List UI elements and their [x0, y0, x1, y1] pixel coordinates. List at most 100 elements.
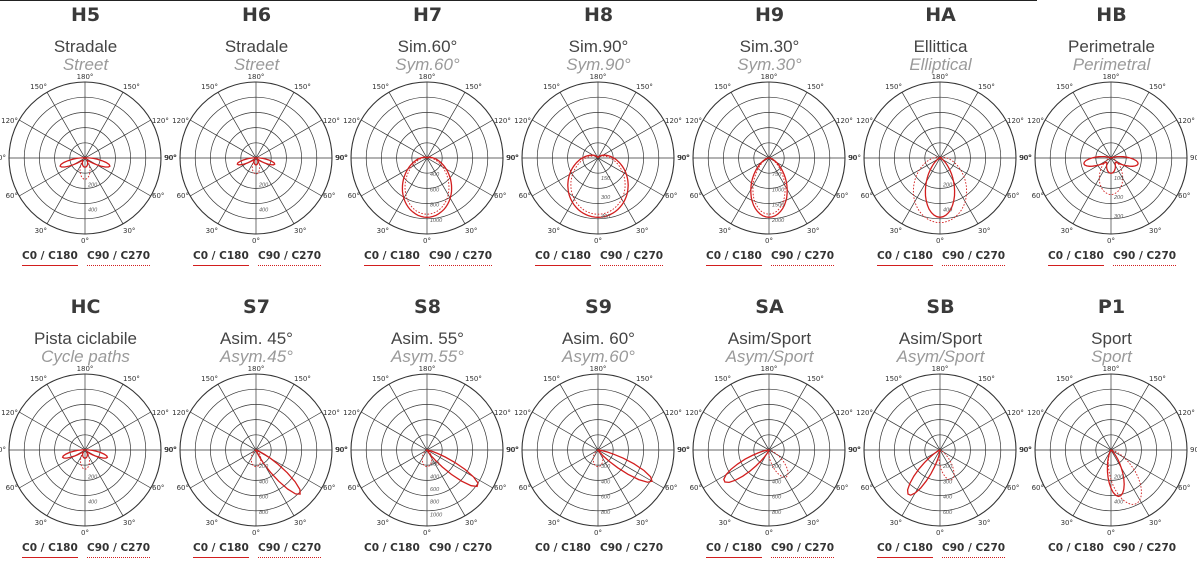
- angle-label: 150°: [1149, 83, 1166, 91]
- angle-label: 60°: [152, 192, 164, 200]
- radial-value-label: 400: [1114, 500, 1124, 506]
- angle-label: 0°: [1107, 529, 1115, 537]
- legend-c90-c270: C90 / C270: [258, 250, 322, 266]
- curve-c0-c180: [924, 157, 956, 218]
- radial-value-label: 100: [1114, 176, 1124, 182]
- angle-label: 0°: [252, 237, 260, 245]
- diagram-title-it: Asim/Sport: [898, 329, 983, 348]
- angle-label: 90°: [164, 446, 176, 454]
- angle-label: 90°: [677, 154, 689, 162]
- angle-label: 30°: [377, 227, 389, 235]
- angle-label: 90°: [507, 446, 519, 454]
- angle-label: 60°: [690, 192, 702, 200]
- diagram-title-en: Asym.55°: [391, 347, 464, 366]
- angle-label: 150°: [885, 83, 902, 91]
- angle-label: 180°: [248, 365, 265, 373]
- diagram-h8: H8 Sim.90° Sym.90° 150 300 400 180° 150° 150° 120…: [507, 0, 690, 292]
- legend-c0-c180: C0 / C180: [22, 542, 78, 558]
- angle-label: 60°: [1007, 484, 1019, 492]
- diagram-h7: H7 Sim.60° Sym.60° 400 600 800 1000 180° 150° 150…: [336, 0, 519, 292]
- angle-label: 120°: [172, 409, 189, 417]
- angle-label: 30°: [548, 519, 560, 527]
- radial-value-label: 1000: [772, 187, 785, 193]
- angle-label: 60°: [177, 484, 189, 492]
- polar-diagram: 150 300 400 180° 150° 150° 120° 120° 90° 90° 60° 60…: [507, 73, 690, 245]
- angle-label: 180°: [1103, 73, 1120, 81]
- angle-label: 120°: [494, 409, 511, 417]
- angle-label: 120°: [665, 409, 682, 417]
- angle-label: 30°: [377, 519, 389, 527]
- curve-c0-c180: [567, 154, 629, 218]
- legend-c90-c270: C90 / C270: [771, 250, 835, 266]
- legend-c0-c180: C0 / C180: [193, 542, 249, 558]
- angle-label: 120°: [1178, 409, 1195, 417]
- radial-value-label: 800: [772, 510, 782, 516]
- angle-label: 150°: [978, 83, 995, 91]
- radial-value-label: 600: [772, 495, 782, 501]
- polar-diagram: 200 400 180° 150° 150° 120° 120° 90° 90° 60° 60° 30…: [0, 73, 176, 245]
- angle-label: 120°: [323, 409, 340, 417]
- radial-value-label: 1000: [430, 218, 443, 224]
- curve-c0-c180: [236, 157, 276, 166]
- diagram-title-it: Stradale: [53, 37, 118, 56]
- legend-c90-c270: C90 / C270: [429, 542, 493, 554]
- polar-diagram: 400 600 800 1000 180° 150° 150° 120° 120° 90° 90° 6…: [336, 73, 519, 245]
- angle-label: 150°: [123, 83, 140, 91]
- curve-c0-c180: [1083, 155, 1139, 174]
- angle-label: 180°: [419, 73, 436, 81]
- radial-value-label: 300: [601, 464, 611, 470]
- polar-diagram: 200 400 180° 150° 150° 120° 120° 90° 90° 60° 60° 30…: [1020, 365, 1197, 537]
- angle-label: 0°: [765, 237, 773, 245]
- angle-label: 60°: [861, 484, 873, 492]
- angle-label: 30°: [1061, 227, 1073, 235]
- angle-label: 30°: [636, 227, 648, 235]
- radial-value-label: 600: [943, 510, 953, 516]
- diagram-code: H8: [583, 4, 614, 26]
- legend-c90-c270: C90 / C270: [258, 542, 322, 558]
- legend-c0-c180: C0 / C180: [877, 250, 933, 266]
- angle-label: 60°: [665, 192, 677, 200]
- angle-label: 30°: [123, 227, 135, 235]
- legend-c0-c180: C0 / C180: [364, 542, 420, 554]
- diagram-title-it: Ellittica: [913, 37, 968, 56]
- angle-label: 30°: [636, 519, 648, 527]
- angle-label: 30°: [1149, 519, 1161, 527]
- angle-label: 120°: [856, 117, 873, 125]
- diagram-title-en: Perimetral: [1072, 55, 1151, 74]
- radial-value-label: 600: [601, 495, 611, 501]
- diagram-title-it: Sim.30°: [739, 37, 800, 56]
- angle-label: 150°: [1149, 375, 1166, 383]
- angle-label: 60°: [1178, 484, 1190, 492]
- angle-label: 90°: [1019, 446, 1031, 454]
- diagram-code: SB: [926, 296, 955, 318]
- diagram-title-en: Cycle paths: [41, 347, 130, 366]
- diagram-title-en: Asym/Sport: [725, 347, 814, 366]
- angle-label: 30°: [978, 519, 990, 527]
- angle-label: 120°: [685, 409, 702, 417]
- angle-label: 90: [848, 154, 857, 162]
- angle-label: 0°: [936, 237, 944, 245]
- angle-label: 0°: [936, 529, 944, 537]
- angle-label: 120°: [152, 117, 169, 125]
- curve-c0-c180: [255, 449, 301, 495]
- diagram-title-it: Stradale: [224, 37, 289, 56]
- angle-label: 150°: [714, 375, 731, 383]
- angle-label: 180°: [590, 365, 607, 373]
- legend-c90-c270: C90 / C270: [942, 542, 1006, 558]
- polar-diagram: 100 200 300 180° 150° 150° 120° 120° 90° 90° 60° 60…: [1020, 73, 1197, 245]
- angle-label: 90°: [165, 446, 177, 454]
- legend-c0-c180: C0 / C180: [22, 250, 78, 266]
- angle-label: 120°: [1007, 409, 1024, 417]
- angle-label: 30°: [465, 519, 477, 527]
- angle-label: 60°: [519, 192, 531, 200]
- polar-diagram: 200 400 600 800 180° 150° 150° 120° 120° 90° 90° 60…: [165, 365, 348, 537]
- angle-label: 180°: [932, 365, 949, 373]
- curve-c0-c180: [750, 157, 788, 218]
- polar-diagram: 200 300 400 600 180° 150° 150° 120° 120° 90° 90° 60…: [849, 365, 1032, 537]
- angle-label: 30°: [719, 227, 731, 235]
- angle-label: 120°: [343, 409, 360, 417]
- angle-label: 60°: [323, 192, 335, 200]
- angle-label: 60°: [1032, 192, 1044, 200]
- legend-c90-c270: C90 / C270: [87, 250, 151, 266]
- angle-label: 150°: [807, 83, 824, 91]
